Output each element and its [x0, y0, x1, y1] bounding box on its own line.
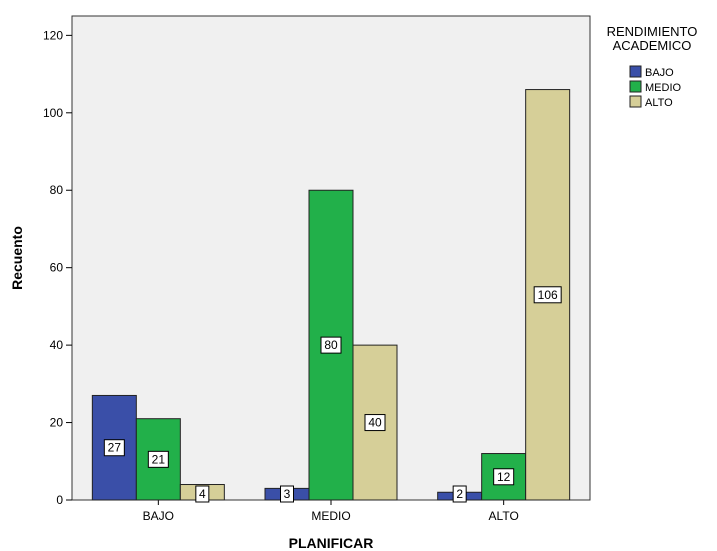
- data-label: 4: [199, 487, 206, 501]
- data-label-box: [195, 485, 210, 503]
- data-label: 12: [497, 470, 511, 484]
- data-label-box: [533, 286, 562, 304]
- data-label: 106: [538, 288, 558, 302]
- x-tick-label: MEDIO: [311, 509, 350, 523]
- x-tick-label: ALTO: [489, 509, 519, 523]
- y-tick-label: 80: [50, 183, 64, 197]
- x-tick-label: BAJO: [143, 509, 174, 523]
- data-label: 80: [324, 338, 338, 352]
- data-label-box: [147, 450, 169, 468]
- y-tick-label: 40: [50, 338, 64, 352]
- y-tick-label: 20: [50, 416, 64, 430]
- data-label-box: [452, 485, 467, 503]
- data-label-box: [493, 468, 515, 486]
- y-tick-label: 0: [56, 493, 63, 507]
- y-tick-label: 60: [50, 261, 64, 275]
- y-tick-label: 100: [43, 106, 63, 120]
- data-label: 21: [152, 452, 166, 466]
- y-tick-label: 120: [43, 28, 63, 42]
- legend-swatch-alto: [629, 95, 642, 108]
- legend-title: ACADEMICO: [613, 38, 692, 53]
- data-label: 40: [368, 416, 382, 430]
- data-label-box: [364, 414, 386, 432]
- legend-swatch-medio: [629, 80, 642, 93]
- x-axis-title: PLANIFICAR: [289, 535, 374, 551]
- legend-swatch-bajo: [629, 65, 642, 78]
- data-label-box: [103, 439, 125, 457]
- data-label: 27: [108, 441, 122, 455]
- data-label: 3: [284, 487, 291, 501]
- data-label-box: [280, 485, 294, 503]
- legend-label-bajo: BAJO: [645, 67, 674, 79]
- legend-title: RENDIMIENTO: [607, 24, 698, 39]
- legend-label-medio: MEDIO: [645, 82, 682, 94]
- y-axis-title: Recuento: [9, 226, 25, 290]
- data-label-box: [320, 336, 342, 354]
- data-label: 2: [456, 487, 463, 501]
- legend-label-alto: ALTO: [645, 97, 673, 109]
